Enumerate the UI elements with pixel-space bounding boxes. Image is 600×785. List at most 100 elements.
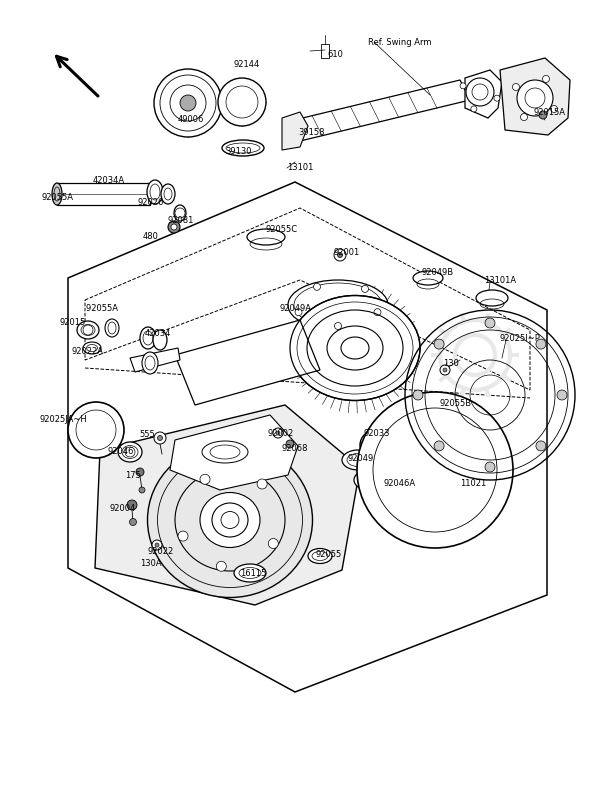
Circle shape (485, 318, 495, 328)
Text: 610: 610 (327, 50, 343, 59)
Ellipse shape (342, 450, 374, 470)
Circle shape (218, 78, 266, 126)
Text: 92068: 92068 (282, 444, 308, 453)
Ellipse shape (202, 441, 248, 463)
Circle shape (434, 339, 444, 349)
Text: 42034A: 42034A (93, 176, 125, 185)
Polygon shape (68, 182, 547, 692)
Circle shape (466, 78, 494, 106)
Circle shape (337, 253, 343, 257)
Circle shape (154, 69, 222, 137)
Text: 92025JA~H: 92025JA~H (40, 415, 88, 424)
Text: 49006: 49006 (178, 115, 205, 124)
Circle shape (130, 519, 137, 525)
Ellipse shape (354, 469, 390, 491)
Text: 480: 480 (143, 232, 159, 241)
Circle shape (68, 402, 124, 458)
Text: 92049A: 92049A (280, 304, 312, 313)
Circle shape (542, 75, 550, 82)
Circle shape (335, 323, 341, 330)
Ellipse shape (308, 549, 332, 564)
Circle shape (168, 221, 180, 233)
Circle shape (152, 540, 162, 550)
Circle shape (440, 365, 450, 375)
Circle shape (157, 436, 163, 440)
Text: 92001: 92001 (333, 248, 359, 257)
Text: 92055A: 92055A (42, 193, 74, 202)
Circle shape (314, 283, 320, 290)
Polygon shape (170, 415, 298, 490)
Circle shape (460, 83, 466, 89)
Text: 92015A: 92015A (533, 108, 565, 117)
Circle shape (171, 224, 177, 230)
Text: 13101: 13101 (287, 163, 313, 172)
Ellipse shape (52, 183, 62, 205)
Ellipse shape (77, 321, 99, 339)
Circle shape (485, 462, 495, 472)
Text: 92015: 92015 (60, 318, 86, 327)
Circle shape (361, 286, 368, 293)
Circle shape (536, 441, 546, 451)
Circle shape (551, 105, 557, 112)
Text: 92004: 92004 (109, 504, 135, 513)
Text: 175: 175 (125, 471, 141, 480)
Circle shape (512, 83, 520, 90)
Text: 92046A: 92046A (384, 479, 416, 488)
Circle shape (443, 368, 447, 372)
Text: 92049: 92049 (347, 454, 373, 463)
Text: 130A: 130A (140, 559, 161, 568)
Ellipse shape (212, 503, 248, 537)
Circle shape (357, 392, 513, 548)
Text: Ref. Swing Arm: Ref. Swing Arm (368, 38, 431, 47)
Circle shape (286, 440, 294, 448)
Text: 92026: 92026 (138, 198, 164, 207)
Polygon shape (130, 348, 180, 372)
Circle shape (517, 80, 553, 116)
Ellipse shape (375, 483, 405, 501)
Polygon shape (500, 58, 570, 135)
Circle shape (413, 390, 423, 400)
Bar (57, 183, 150, 205)
Circle shape (268, 539, 278, 549)
Text: 92002: 92002 (267, 429, 293, 438)
Circle shape (257, 479, 267, 489)
Circle shape (180, 95, 196, 111)
Text: 42034: 42034 (145, 329, 172, 338)
Ellipse shape (476, 290, 508, 306)
Polygon shape (465, 70, 502, 118)
Circle shape (536, 339, 546, 349)
Circle shape (295, 309, 302, 316)
Ellipse shape (140, 327, 156, 349)
Circle shape (273, 428, 283, 438)
Polygon shape (95, 405, 360, 605)
Circle shape (434, 441, 444, 451)
Text: 92022: 92022 (147, 547, 173, 556)
Text: 92055A: 92055A (86, 304, 121, 313)
Ellipse shape (148, 443, 313, 597)
Ellipse shape (200, 492, 260, 547)
Circle shape (178, 531, 188, 541)
Text: 92025I~P: 92025I~P (500, 334, 541, 343)
Circle shape (154, 432, 166, 444)
Circle shape (521, 114, 527, 121)
Ellipse shape (247, 229, 285, 245)
Circle shape (334, 249, 346, 261)
Polygon shape (175, 320, 320, 405)
Circle shape (471, 106, 477, 112)
Text: 11021: 11021 (460, 479, 486, 488)
Ellipse shape (413, 271, 443, 285)
Circle shape (557, 390, 567, 400)
Text: 92055: 92055 (315, 550, 341, 559)
Text: 92046: 92046 (108, 447, 134, 456)
Text: 92049B: 92049B (422, 268, 454, 277)
Circle shape (494, 95, 500, 101)
Ellipse shape (174, 205, 186, 221)
Circle shape (374, 309, 381, 316)
Text: 555: 555 (139, 430, 155, 439)
Text: 92055C: 92055C (265, 225, 297, 234)
Circle shape (155, 543, 159, 547)
Text: 130: 130 (443, 359, 459, 368)
Text: 92055B: 92055B (439, 399, 471, 408)
Circle shape (136, 468, 144, 476)
Circle shape (200, 474, 210, 484)
